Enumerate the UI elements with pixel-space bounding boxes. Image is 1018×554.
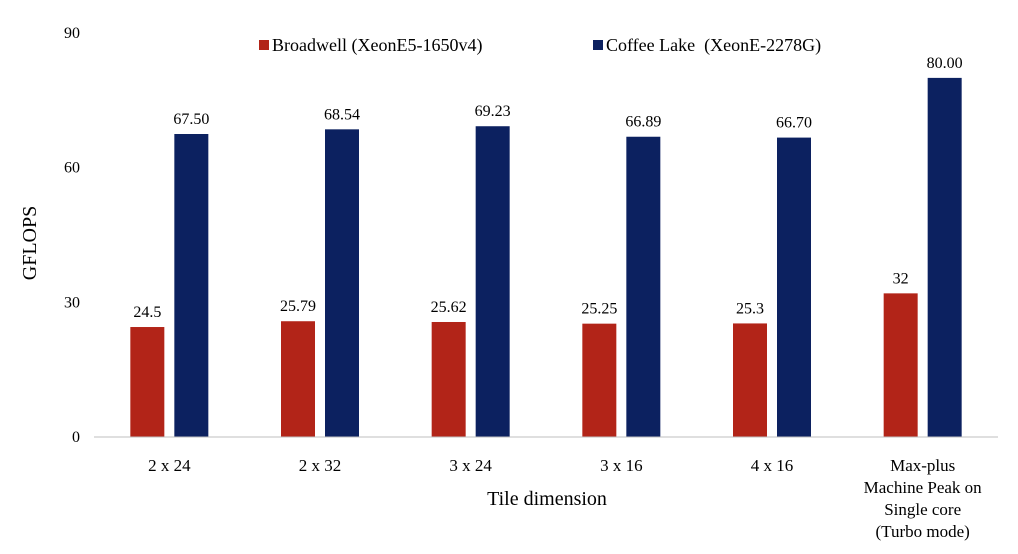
x-tick-label: Max-plus: [890, 456, 955, 475]
x-tick-label: (Turbo mode): [876, 522, 970, 541]
bar-coffee-lake: [174, 134, 209, 437]
data-label: 25.79: [280, 298, 316, 315]
bar-coffee-lake: [626, 136, 661, 437]
x-tick-label: 2 x 32: [299, 456, 342, 475]
bar-broadwell: [582, 323, 617, 437]
bar-broadwell: [281, 321, 315, 437]
bar-broadwell: [431, 321, 466, 437]
x-tick-label: 2 x 24: [148, 456, 191, 475]
x-axis: 2 x 24 2 x 32 3 x 24 3 x 16 4 x 16 Max-plus Ma…: [94, 436, 998, 541]
data-label: 25.25: [581, 301, 617, 318]
data-label: 66.89: [625, 114, 661, 131]
data-label: 80.00: [927, 55, 963, 72]
x-tick-label: 3 x 16: [600, 456, 643, 475]
data-label: 25.62: [431, 299, 467, 316]
data-label: 25.3: [736, 300, 764, 317]
legend-label: Coffee Lake (XeonE-2278G): [606, 35, 821, 56]
data-label: 66.70: [776, 115, 812, 132]
legend-swatch: [259, 40, 269, 50]
legend-label: Broadwell (XeonE5-1650v4): [272, 35, 482, 56]
x-tick-label: Machine Peak on: [864, 478, 983, 497]
x-axis-title: Tile dimension: [487, 488, 607, 510]
data-label: 69.23: [475, 103, 511, 120]
y-axis: 0 30 60 90: [64, 25, 80, 446]
data-label: 67.50: [173, 111, 209, 128]
y-tick-label: 30: [64, 294, 80, 311]
bar-broadwell: [883, 293, 918, 437]
bar-broadwell: [130, 327, 165, 437]
bar-coffee-lake: [325, 129, 359, 438]
y-tick-label: 90: [64, 25, 80, 42]
bars: [130, 77, 962, 438]
bar-coffee-lake: [927, 77, 962, 437]
bar-broadwell: [733, 323, 767, 437]
x-tick-label: 3 x 24: [449, 456, 492, 475]
data-label: 32: [893, 270, 909, 287]
x-tick-label: Single core: [884, 500, 961, 519]
bar-coffee-lake: [475, 126, 510, 437]
x-tick-label: 4 x 16: [751, 456, 794, 475]
y-tick-label: 60: [64, 160, 80, 177]
legend: Broadwell (XeonE5-1650v4) Coffee Lake (Xe…: [259, 35, 821, 56]
data-labels: 24.5 67.50 25.79 68.54 25.62 69.23 25.25 66.89 2…: [133, 55, 962, 321]
bar-coffee-lake: [777, 137, 811, 437]
data-label: 68.54: [324, 106, 360, 123]
data-label: 24.5: [133, 304, 161, 321]
legend-swatch: [593, 40, 603, 50]
y-axis-title: GFLOPS: [19, 206, 41, 280]
y-tick-label: 0: [72, 429, 80, 446]
